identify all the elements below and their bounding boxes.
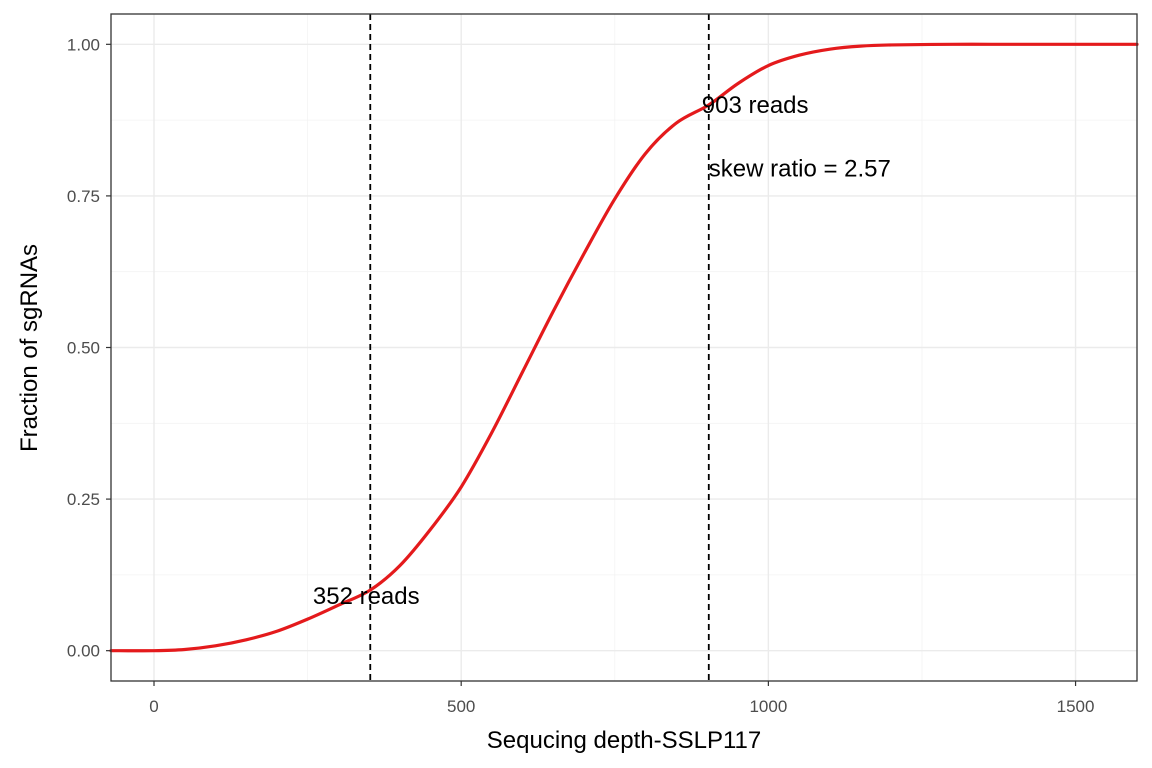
y-axis-title: Fraction of sgRNAs — [16, 244, 43, 452]
annotation-label: 903 reads — [702, 92, 809, 119]
minor-gridlines — [111, 14, 1137, 681]
y-axis: 0.00 0.25 0.50 0.75 1.00 — [67, 35, 111, 661]
series-layer — [109, 42, 1139, 653]
x-tick-label: 500 — [447, 697, 475, 716]
x-axis: 0 500 1000 1500 — [149, 681, 1094, 716]
annotation-label: 352 reads — [313, 583, 420, 610]
x-tick-label: 1000 — [749, 697, 787, 716]
annotations: 352 reads 903 reads skew ratio = 2.57 — [313, 92, 891, 610]
annotation-label: skew ratio = 2.57 — [709, 156, 891, 183]
y-tick-label: 0.50 — [67, 339, 100, 358]
y-tick-label: 0.00 — [67, 642, 100, 661]
y-tick-label: 1.00 — [67, 35, 100, 54]
x-tick-label: 0 — [149, 697, 158, 716]
x-axis-title: Sequcing depth-SSLP117 — [487, 727, 761, 754]
series-line — [109, 42, 1139, 653]
y-tick-label: 0.25 — [67, 490, 100, 509]
x-tick-label: 1500 — [1057, 697, 1095, 716]
major-gridlines — [111, 14, 1137, 681]
y-tick-label: 0.75 — [67, 187, 100, 206]
reference-lines — [369, 14, 710, 681]
